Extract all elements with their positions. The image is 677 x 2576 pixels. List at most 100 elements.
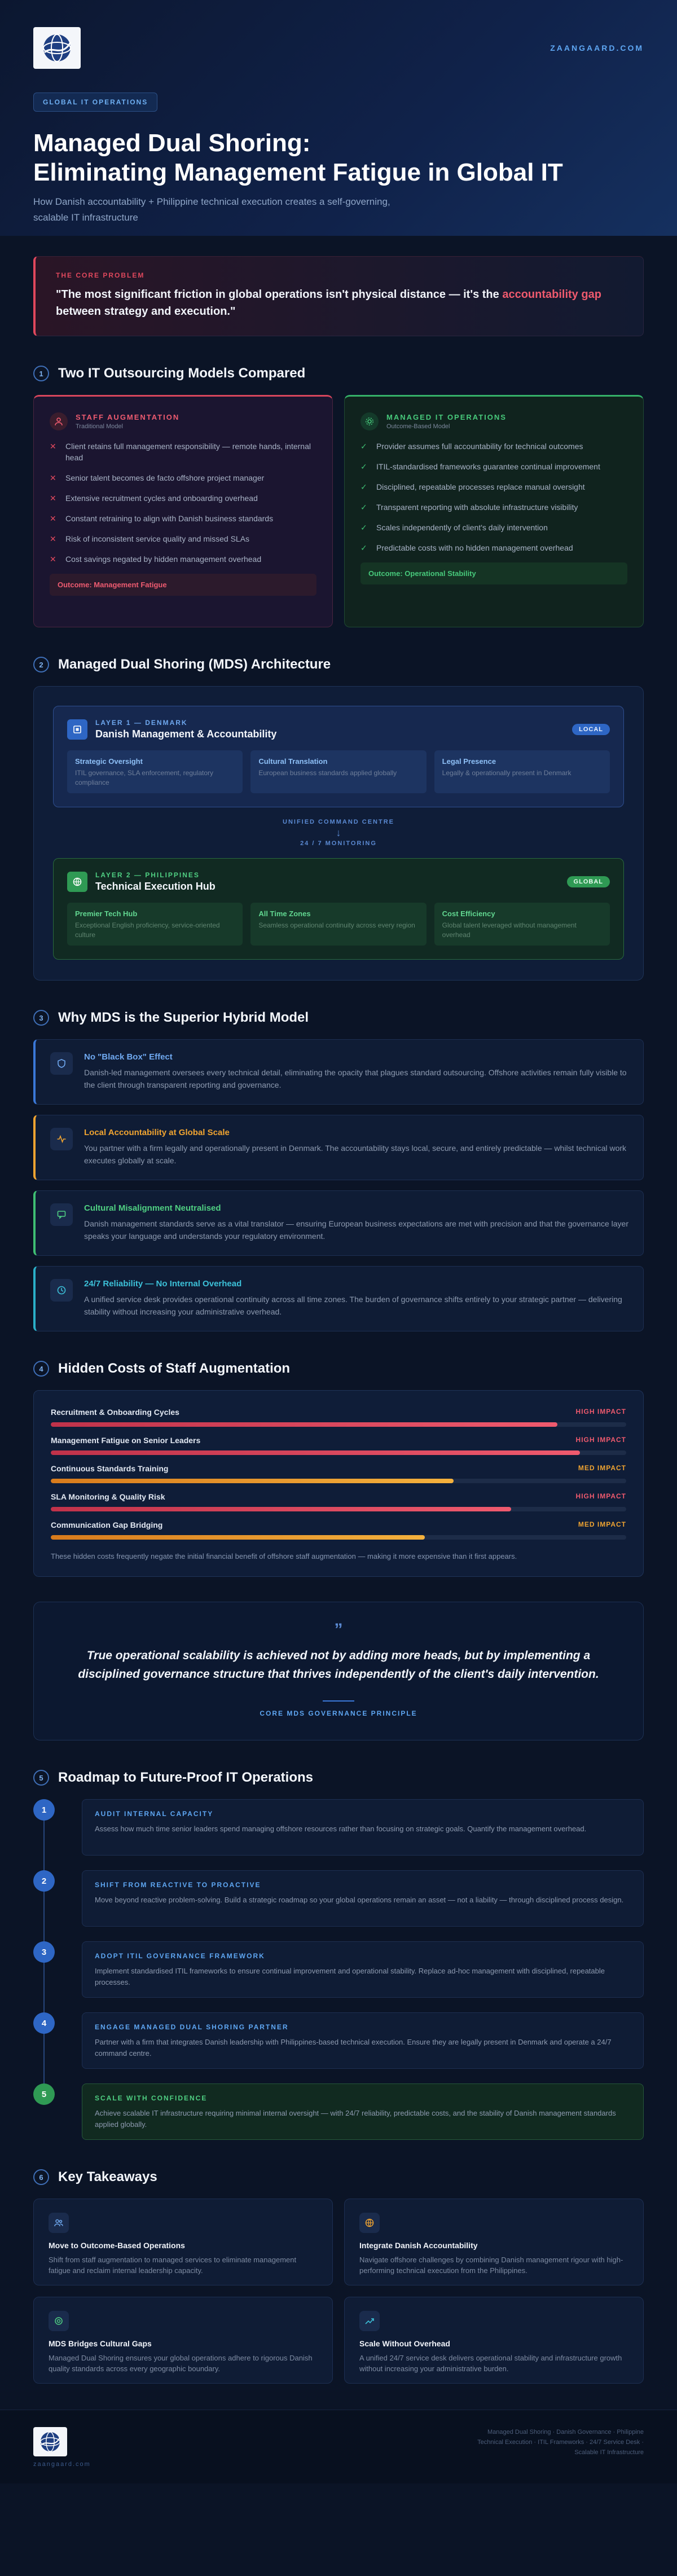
impact-bar	[51, 1479, 626, 1483]
title-line-2: Eliminating Management Fatigue in Global…	[33, 159, 563, 186]
advantage-card: No "Black Box" Effect Danish-led managem…	[33, 1039, 644, 1105]
problem-label: THE CORE PROBLEM	[56, 271, 145, 279]
page: ZAANGAARD.COM GLOBAL IT OPERATIONS Manag…	[0, 0, 677, 2468]
models-comparison: STAFF AUGMENTATION Traditional Model ✕ Cl…	[33, 395, 644, 627]
list-item-text: Predictable costs with no hidden managem…	[376, 543, 573, 552]
globe-icon	[67, 872, 87, 892]
feature-title: Cultural Translation	[258, 757, 328, 766]
bridge-subtitle: 24 / 7 MONITORING	[300, 840, 377, 847]
list-item: ✓ Transparent reporting with absolute inf…	[361, 502, 627, 513]
category-pill: GLOBAL IT OPERATIONS	[33, 93, 158, 112]
advantage-title: 24/7 Reliability — No Internal Overhead	[84, 1279, 242, 1289]
section-number: 2	[33, 657, 49, 672]
bridge-title: UNIFIED COMMAND CENTRE	[283, 819, 394, 825]
feature-desc: ITIL governance, SLA enforcement, regula…	[75, 769, 214, 786]
advantage-title: No "Black Box" Effect	[84, 1052, 173, 1062]
impact-badge: HIGH IMPACT	[575, 1408, 626, 1416]
cost-label: Management Fatigue on Senior Leaders	[51, 1436, 201, 1445]
cost-item: Management Fatigue on Senior Leaders HIGH…	[51, 1436, 626, 1455]
quote-highlight: accountability gap	[502, 288, 601, 301]
impact-bar-fill	[51, 1479, 454, 1483]
cost-item: SLA Monitoring & Quality Risk HIGH IMPACT	[51, 1492, 626, 1511]
step-number: 1	[33, 1799, 55, 1821]
section-number: 1	[33, 366, 49, 381]
check-icon: ✓	[361, 523, 367, 532]
section-title: Why MDS is the Superior Hybrid Model	[58, 1010, 309, 1025]
advantages-list: No "Black Box" Effect Danish-led managem…	[33, 1039, 644, 1331]
section-number: 3	[33, 1010, 49, 1026]
model-name: MANAGED IT OPERATIONS	[386, 413, 507, 421]
section-title: Managed Dual Shoring (MDS) Architecture	[58, 657, 331, 672]
arrow-down-icon: ↓	[336, 827, 341, 838]
list-item-text: Risk of inconsistent service quality and…	[65, 534, 250, 543]
impact-bar	[51, 1450, 626, 1455]
divider	[323, 1700, 354, 1702]
cost-label: Recruitment & Onboarding Cycles	[51, 1408, 179, 1417]
impact-badge: MED IMPACT	[578, 1520, 626, 1528]
takeaway-title: Move to Outcome-Based Operations	[49, 2241, 185, 2250]
impact-bar-fill	[51, 1422, 557, 1427]
model-name: STAFF AUGMENTATION	[76, 413, 180, 421]
step-title: ENGAGE MANAGED DUAL SHORING PARTNER	[95, 2023, 289, 2031]
trend-up-icon	[359, 2311, 380, 2331]
section-title: Hidden Costs of Staff Augmentation	[58, 1361, 291, 1376]
roadmap-step: 4 ENGAGE MANAGED DUAL SHORING PARTNER Pa…	[33, 2012, 644, 2069]
target-icon	[49, 2311, 69, 2331]
check-icon: ✓	[361, 462, 367, 471]
impact-badge: MED IMPACT	[578, 1464, 626, 1472]
takeaway-desc: Shift from staff augmentation to managed…	[49, 2256, 297, 2275]
list-item: ✕ Client retains full management responsi…	[50, 441, 316, 463]
section-title: Key Takeaways	[58, 2169, 157, 2184]
hero: ZAANGAARD.COM GLOBAL IT OPERATIONS Manag…	[0, 0, 677, 236]
cross-icon: ✕	[50, 494, 56, 503]
check-icon: ✓	[361, 503, 367, 512]
takeaway-card: MDS Bridges Cultural Gaps Managed Dual S…	[33, 2297, 333, 2384]
impact-bar	[51, 1507, 626, 1511]
takeaway-card: Integrate Danish Accountability Navigate…	[344, 2199, 644, 2285]
quote-mark-icon: ”	[334, 1620, 343, 1639]
list-item: ✕ Risk of inconsistent service quality an…	[50, 533, 316, 544]
impact-bar-fill	[51, 1507, 511, 1511]
section-number: 5	[33, 1770, 49, 1786]
list-item: ✓ Disciplined, repeatable processes repla…	[361, 481, 627, 493]
feature-desc: Legally & operationally present in Denma…	[442, 769, 572, 777]
feature-desc: Exceptional English proficiency, service…	[75, 921, 220, 939]
site-link[interactable]: ZAANGAARD.COM	[550, 43, 644, 52]
advantage-title: Cultural Misalignment Neutralised	[84, 1203, 221, 1213]
step-desc: Implement standardised ITIL frameworks t…	[95, 1967, 605, 1986]
takeaway-title: MDS Bridges Cultural Gaps	[49, 2339, 152, 2348]
list-item-text: Extensive recruitment cycles and onboard…	[65, 494, 258, 503]
list-item-text: Provider assumes full accountability for…	[376, 442, 583, 451]
layer-title: Technical Execution Hub	[95, 881, 216, 892]
check-icon: ✓	[361, 482, 367, 491]
takeaway-card: Scale Without Overhead A unified 24/7 se…	[344, 2297, 644, 2384]
global-badge: GLOBAL	[566, 876, 610, 887]
layer-feature: Cost Efficiency Global talent leveraged …	[434, 903, 610, 946]
takeaway-title: Integrate Danish Accountability	[359, 2241, 478, 2250]
list-item-text: Client retains full management responsib…	[65, 442, 311, 462]
globe-logo-icon	[43, 34, 72, 62]
advantage-desc: You partner with a firm legally and oper…	[84, 1144, 627, 1165]
problem-quote: "The most significant friction in global…	[56, 286, 623, 320]
footer-site-link[interactable]: zaangaard.com	[33, 2461, 91, 2468]
advantage-card: Local Accountability at Global Scale You…	[33, 1115, 644, 1180]
step-card: ENGAGE MANAGED DUAL SHORING PARTNER Part…	[82, 2012, 644, 2069]
cross-icon: ✕	[50, 555, 56, 564]
outcome-badge: Outcome: Operational Stability	[361, 562, 627, 584]
footer-logo[interactable]	[33, 2427, 67, 2456]
layer-title: Danish Management & Accountability	[95, 728, 277, 740]
user-icon	[50, 412, 68, 430]
list-item: ✕ Senior talent becomes de facto offshore…	[50, 472, 316, 483]
section-heading-3: 3 Why MDS is the Superior Hybrid Model	[33, 1010, 644, 1026]
feature-desc: Global talent leveraged without manageme…	[442, 921, 577, 939]
roadmap-step: 1 AUDIT INTERNAL CAPACITY Assess how muc…	[33, 1799, 644, 1856]
denmark-layer: LAYER 1 — DENMARK Danish Management & Ac…	[53, 706, 624, 807]
layer-kicker: LAYER 1 — DENMARK	[95, 719, 188, 727]
impact-bar	[51, 1422, 626, 1427]
step-card: SCALE WITH CONFIDENCE Achieve scalable I…	[82, 2083, 644, 2140]
gear-icon	[361, 412, 379, 430]
company-logo[interactable]	[33, 27, 81, 69]
list-item: ✕ Extensive recruitment cycles and onboar…	[50, 493, 316, 504]
step-title: AUDIT INTERNAL CAPACITY	[95, 1810, 214, 1818]
building-icon	[67, 719, 87, 740]
